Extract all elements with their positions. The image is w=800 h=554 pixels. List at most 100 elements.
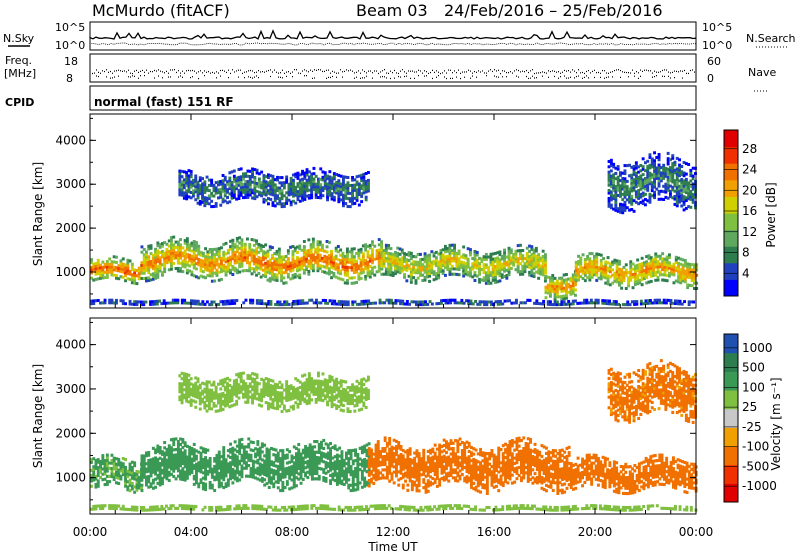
heatmap-cell [328, 299, 332, 303]
heatmap-cell [270, 460, 273, 464]
heatmap-cell [260, 302, 264, 305]
heatmap-cell [666, 178, 670, 182]
heatmap-cell [302, 268, 306, 272]
heatmap-cell [206, 268, 210, 272]
heatmap-cell [602, 257, 605, 260]
nave-mark [604, 77, 605, 79]
heatmap-cell [618, 283, 621, 287]
heatmap-cell [108, 262, 112, 266]
heatmap-cell [689, 190, 693, 193]
heatmap-cell [224, 463, 228, 467]
heatmap-cell [263, 470, 267, 474]
heatmap-cell [212, 189, 216, 193]
heatmap-cell [256, 458, 260, 462]
heatmap-cell [319, 193, 323, 197]
freq-mark [352, 70, 353, 72]
heatmap-cell [609, 193, 613, 197]
heatmap-cell [362, 299, 366, 303]
heatmap-cell [549, 303, 552, 306]
heatmap-cell [323, 187, 327, 190]
freq-mark [568, 70, 569, 72]
heatmap-cell [99, 276, 102, 280]
heatmap-cell [439, 251, 443, 255]
heatmap-cell [663, 260, 667, 264]
heatmap-cell [241, 269, 245, 273]
heatmap-cell [268, 258, 272, 262]
heatmap-cell [281, 486, 285, 490]
heatmap-cell [666, 188, 670, 192]
heatmap-cell [137, 481, 141, 485]
freq-mark [128, 69, 129, 71]
freq-mark [96, 69, 97, 71]
heatmap-cell [656, 254, 660, 258]
heatmap-cell [609, 190, 613, 194]
heatmap-cell [357, 203, 361, 207]
heatmap-cell [617, 302, 621, 306]
heatmap-cell [448, 272, 452, 276]
heatmap-cell [321, 175, 325, 179]
heatmap-cell [553, 298, 557, 301]
heatmap-cell [621, 208, 625, 212]
heatmap-cell [648, 155, 652, 159]
heatmap-cell [172, 246, 176, 250]
heatmap-cell [189, 185, 193, 189]
heatmap-cell [126, 469, 130, 473]
heatmap-cell [260, 479, 264, 483]
freq-mark [282, 69, 283, 71]
heatmap-cell [366, 263, 370, 267]
nave-mark [162, 77, 163, 79]
heatmap-cell [391, 252, 395, 256]
heatmap-cell [311, 242, 315, 246]
heatmap-cell [423, 268, 427, 272]
heatmap-cell [462, 261, 466, 265]
power-colorbar-label: Power [dB] [764, 182, 778, 247]
nave-mark [190, 76, 191, 79]
heatmap-cell [119, 299, 123, 303]
heatmap-cell [360, 192, 364, 196]
heatmap-cell [539, 256, 543, 260]
heatmap-cell [254, 468, 257, 472]
heatmap-cell [169, 301, 173, 305]
heatmap-cell [519, 272, 522, 276]
heatmap-cell [693, 273, 696, 277]
heatmap-cell [634, 174, 638, 178]
heatmap-cell [115, 465, 118, 469]
heatmap-cell [130, 281, 134, 285]
heatmap-cell [126, 269, 130, 273]
heatmap-cell [276, 196, 279, 200]
heatmap-cell [590, 252, 594, 256]
nave-mark [560, 76, 561, 78]
heatmap-cell [275, 265, 279, 269]
heatmap-cell [421, 263, 425, 267]
heatmap-cell [430, 268, 434, 272]
heatmap-cell [633, 280, 637, 284]
heatmap-cell [242, 461, 246, 465]
heatmap-cell [503, 264, 506, 268]
heatmap-cell [258, 451, 262, 455]
heatmap-cell [309, 245, 313, 249]
heatmap-cell [161, 458, 164, 462]
heatmap-cell [147, 477, 151, 481]
heatmap-cell [675, 175, 679, 179]
heatmap-cell [620, 281, 624, 285]
heatmap-cell [242, 456, 246, 460]
heatmap-cell [428, 258, 431, 262]
heatmap-cell [425, 275, 429, 279]
heatmap-cell [583, 301, 586, 305]
heatmap-cell [298, 173, 302, 177]
heatmap-cell [466, 257, 470, 261]
heatmap-cell [537, 253, 541, 257]
heatmap-cell [279, 465, 282, 469]
heatmap-cell [396, 251, 400, 255]
heatmap-cell [414, 271, 418, 275]
heatmap-cell [286, 265, 290, 268]
heatmap-cell [229, 268, 232, 272]
heatmap-cell [233, 253, 237, 257]
heatmap-cell [659, 176, 663, 180]
heatmap-cell [539, 264, 543, 268]
heatmap-cell [537, 266, 541, 270]
heatmap-cell [289, 266, 293, 270]
heatmap-cell [405, 260, 409, 264]
heatmap-cell [296, 250, 299, 254]
heatmap-cell [343, 262, 347, 266]
